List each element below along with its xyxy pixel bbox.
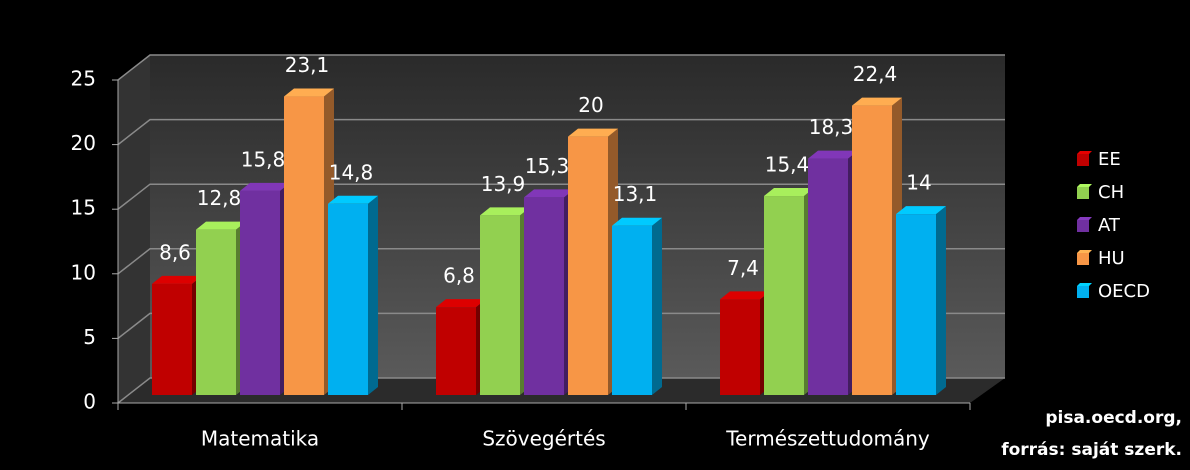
bar-top — [240, 182, 290, 191]
legend-swatch-top — [1077, 250, 1092, 253]
bar — [896, 214, 936, 395]
bar-top — [524, 189, 574, 198]
y-tick-label: 5 — [83, 325, 96, 349]
legend-swatch-top — [1077, 184, 1092, 187]
y-tick-label: 25 — [71, 67, 96, 91]
bar-side — [652, 217, 662, 395]
source-note: forrás: saját szerk. — [1001, 440, 1182, 460]
x-tick-label: Természettudomány — [725, 427, 930, 451]
value-label: 15,3 — [525, 154, 570, 178]
bar-top — [480, 207, 530, 216]
value-label: 13,9 — [481, 172, 526, 196]
legend-swatch-top — [1077, 217, 1092, 220]
y-tick-label: 20 — [71, 131, 96, 155]
legend-swatch-top — [1077, 151, 1092, 154]
bar-top — [852, 97, 902, 106]
value-label: 6,8 — [443, 264, 475, 288]
legend-swatch — [1077, 220, 1089, 232]
bar — [152, 283, 192, 395]
bar — [196, 229, 236, 395]
bar — [612, 225, 652, 395]
grid-line — [117, 118, 1005, 146]
bar — [852, 105, 892, 395]
bar — [764, 196, 804, 395]
value-label: 23,1 — [285, 53, 330, 77]
x-tick-label: Matematika — [201, 427, 319, 451]
value-label: 20 — [578, 93, 603, 117]
legend-swatch — [1077, 154, 1089, 166]
grid-line — [117, 183, 1005, 210]
bar-top — [808, 150, 858, 159]
legend-label: CH — [1098, 182, 1124, 203]
value-label: 22,4 — [853, 62, 898, 86]
bar-top — [328, 195, 378, 204]
legend-label: OECD — [1098, 281, 1150, 302]
bar-side — [368, 195, 378, 395]
bar — [568, 136, 608, 395]
y-tick-label: 10 — [71, 260, 96, 284]
value-label: 7,4 — [727, 256, 759, 280]
value-label: 14 — [906, 171, 931, 195]
legend-swatch — [1077, 253, 1089, 265]
x-tick-label: Szövegértés — [482, 427, 605, 451]
bar — [720, 299, 760, 395]
bar-top — [896, 206, 946, 215]
value-label: 15,4 — [765, 153, 810, 177]
bar — [480, 215, 520, 395]
bar — [808, 158, 848, 395]
value-label: 14,8 — [329, 160, 374, 184]
legend-swatch — [1077, 286, 1089, 298]
legend-label: HU — [1098, 248, 1125, 269]
legend-swatch — [1077, 187, 1089, 199]
source-note: pisa.oecd.org, — [1045, 408, 1182, 428]
bar-top — [764, 188, 814, 197]
bar — [524, 197, 564, 395]
bar — [240, 190, 280, 395]
value-label: 13,1 — [613, 182, 658, 206]
bar-top — [720, 291, 770, 300]
grid-line — [117, 248, 1005, 275]
value-label: 18,3 — [809, 115, 854, 139]
side-wall — [118, 55, 150, 403]
bar — [328, 203, 368, 395]
bar-top — [196, 221, 246, 230]
bar — [436, 307, 476, 395]
y-tick-label: 0 — [83, 390, 96, 414]
bar — [284, 96, 324, 395]
bar-side — [936, 206, 946, 395]
legend-swatch-top — [1077, 283, 1092, 286]
bar-top — [612, 217, 662, 226]
bar-top — [152, 275, 202, 284]
bar-top — [568, 128, 618, 137]
legend-label: AT — [1098, 215, 1121, 236]
value-label: 12,8 — [197, 186, 242, 210]
bar-top — [284, 88, 334, 97]
grid-line — [117, 54, 1005, 81]
y-tick-label: 15 — [71, 196, 96, 220]
bar-top — [436, 299, 486, 308]
value-label: 8,6 — [159, 240, 191, 264]
legend-label: EE — [1098, 149, 1121, 170]
value-label: 15,8 — [241, 147, 286, 171]
